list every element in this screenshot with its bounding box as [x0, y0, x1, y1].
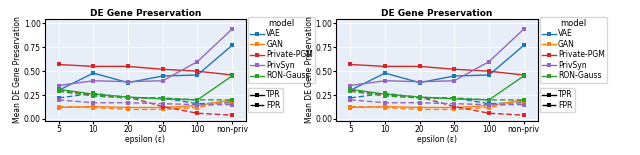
Title: DE Gene Preservation: DE Gene Preservation — [381, 9, 493, 18]
Y-axis label: Mean DE Gene Preservation: Mean DE Gene Preservation — [305, 16, 314, 123]
Legend: TPR, FPR: TPR, FPR — [540, 88, 575, 112]
X-axis label: epsilon (ε): epsilon (ε) — [125, 135, 165, 144]
Legend: TPR, FPR: TPR, FPR — [248, 88, 284, 112]
X-axis label: epsilon (ε): epsilon (ε) — [417, 135, 457, 144]
Y-axis label: Mean DE Gene Preservation: Mean DE Gene Preservation — [13, 16, 22, 123]
Title: DE Gene Preservation: DE Gene Preservation — [90, 9, 201, 18]
